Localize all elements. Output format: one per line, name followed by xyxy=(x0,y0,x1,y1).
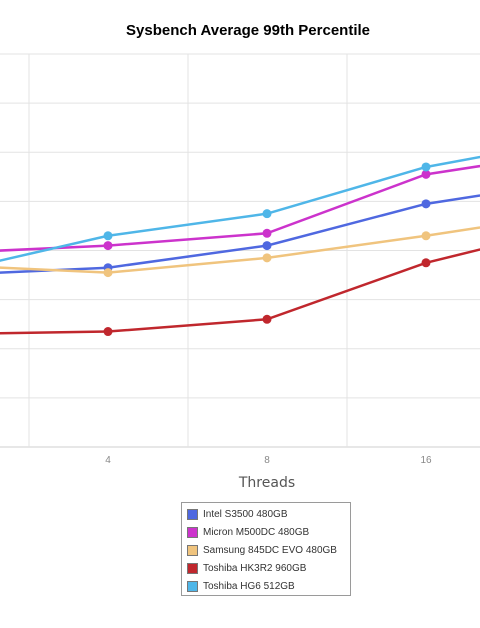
data-point[interactable] xyxy=(262,314,272,324)
series-line xyxy=(0,248,480,335)
legend-swatch xyxy=(187,544,198,556)
legend-label: Toshiba HG6 512GB xyxy=(203,580,295,592)
series-3 xyxy=(0,226,480,278)
legend-label: Toshiba HK3R2 960GB xyxy=(203,562,307,574)
series-1 xyxy=(0,194,480,274)
legend-label: Intel S3500 480GB xyxy=(203,508,288,520)
legend-swatch xyxy=(187,526,198,538)
data-point[interactable] xyxy=(103,231,113,241)
legend-swatch xyxy=(187,580,198,592)
data-point[interactable] xyxy=(103,327,113,337)
legend-item[interactable]: Toshiba HK3R2 960GB xyxy=(182,559,350,577)
series-line xyxy=(0,226,480,274)
data-point[interactable] xyxy=(421,199,431,209)
x-axis-label: Threads xyxy=(238,475,295,491)
x-tick-label: 8 xyxy=(264,455,270,466)
data-point[interactable] xyxy=(262,209,272,219)
legend-item[interactable]: Intel S3500 480GB xyxy=(182,505,350,523)
legend: Intel S3500 480GB Micron M500DC 480GB Sams… xyxy=(181,502,351,596)
x-tick-labels: 4 8 16 xyxy=(105,455,432,466)
data-point[interactable] xyxy=(421,162,431,172)
legend-swatch xyxy=(187,508,198,520)
data-point[interactable] xyxy=(262,241,272,251)
x-tick-label: 4 xyxy=(105,455,111,466)
grid xyxy=(0,53,480,448)
data-point[interactable] xyxy=(103,241,113,251)
legend-label: Samsung 845DC EVO 480GB xyxy=(203,544,337,556)
series-layer xyxy=(0,155,480,337)
chart-title: Sysbench Average 99th Percentile xyxy=(126,22,370,39)
data-point[interactable] xyxy=(262,253,272,263)
data-point[interactable] xyxy=(421,258,431,268)
series-5 xyxy=(0,155,480,262)
data-point[interactable] xyxy=(421,169,431,179)
data-point[interactable] xyxy=(103,268,113,278)
series-line xyxy=(0,155,480,262)
legend-label: Micron M500DC 480GB xyxy=(203,526,310,538)
data-point[interactable] xyxy=(421,231,431,241)
legend-item[interactable]: Micron M500DC 480GB xyxy=(182,523,350,541)
legend-swatch xyxy=(187,562,198,574)
data-point[interactable] xyxy=(262,228,272,238)
series-4 xyxy=(0,248,480,337)
legend-item[interactable]: Samsung 845DC EVO 480GB xyxy=(182,541,350,559)
legend-item[interactable]: Toshiba HG6 512GB xyxy=(182,577,350,595)
x-tick-label: 16 xyxy=(420,455,432,466)
